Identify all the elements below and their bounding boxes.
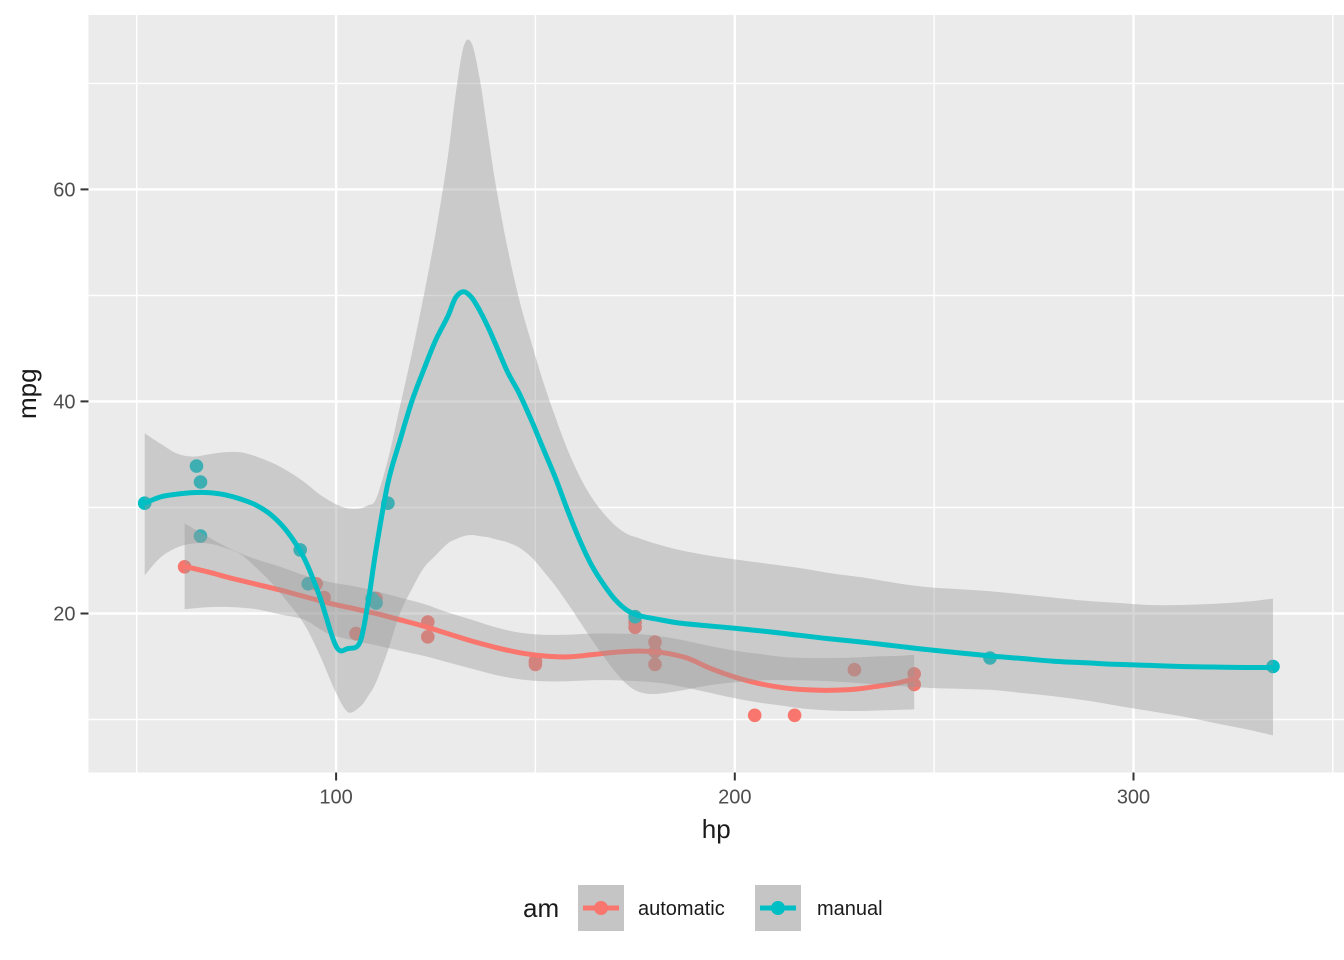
confidence-ribbon-manual	[144, 39, 1274, 736]
plot-panel	[88, 15, 1344, 773]
axes: 100 200 300 20 40 60 hp mpg	[12, 179, 1150, 844]
y-axis-tick-label: 40	[53, 391, 75, 413]
x-axis-tick-label: 100	[319, 787, 352, 809]
data-point-manual	[189, 459, 204, 473]
smooth-line-manual	[142, 289, 1276, 671]
data-point-automatic	[847, 662, 862, 677]
y-axis-title: mpg	[12, 368, 42, 419]
data-point-automatic	[528, 657, 543, 672]
x-axis-title: hp	[702, 814, 731, 844]
confidence-ribbon-automatic	[184, 523, 915, 711]
legend-label-manual: manual	[817, 898, 883, 920]
data-point-automatic	[747, 708, 762, 723]
data-point-automatic	[648, 657, 662, 672]
x-axis-tick-label: 200	[718, 787, 751, 809]
data-point-automatic	[787, 708, 802, 723]
gridlines-minor	[88, 15, 1344, 773]
data-point-manual	[193, 529, 208, 543]
data-point-automatic	[648, 635, 662, 649]
data-point-automatic	[421, 630, 435, 644]
legend: am automatic manual	[523, 885, 883, 931]
legend-key-point-manual	[771, 901, 785, 915]
legend-title: am	[523, 893, 559, 923]
data-point-manual	[193, 475, 208, 489]
y-axis-tick-label: 60	[53, 179, 75, 201]
y-axis-tick-label: 20	[53, 604, 75, 626]
legend-key-point-automatic	[594, 901, 608, 915]
legend-label-automatic: automatic	[638, 898, 725, 920]
x-axis-tick-label: 300	[1117, 787, 1150, 809]
smooth-line-automatic	[182, 563, 917, 693]
